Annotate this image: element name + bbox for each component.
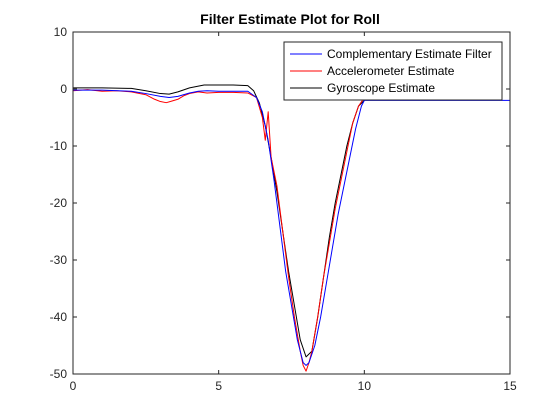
x-tick-label: 10 <box>358 379 372 393</box>
series-line-1 <box>72 89 365 372</box>
y-tick-label: -50 <box>50 367 68 381</box>
y-tick-label: -30 <box>50 253 68 267</box>
y-tick-label: -40 <box>50 310 68 324</box>
y-tick-label: 0 <box>60 82 67 96</box>
y-tick-label: -20 <box>50 196 68 210</box>
x-tick-label: 0 <box>70 379 77 393</box>
axes-layer: 0 5 10 15 10 0 -10 -20 -30 -40 -50 <box>50 25 517 393</box>
x-tick-label: 5 <box>215 379 222 393</box>
y-tick-label: -10 <box>50 139 68 153</box>
legend-label-0: Complementary Estimate Filter <box>327 47 492 61</box>
series-line-2 <box>73 84 365 358</box>
series-line-0 <box>73 89 510 366</box>
y-tick-label: 10 <box>54 25 68 39</box>
series-layer <box>72 84 510 372</box>
legend: Complementary Estimate Filter Acceleromet… <box>283 41 503 101</box>
legend-label-2: Gyroscope Estimate <box>327 81 435 95</box>
x-tick-label: 15 <box>503 379 517 393</box>
legend-label-1: Accelerometer Estimate <box>327 64 455 78</box>
chart-title: Filter Estimate Plot for Roll <box>200 11 380 27</box>
legend-box <box>283 41 503 101</box>
